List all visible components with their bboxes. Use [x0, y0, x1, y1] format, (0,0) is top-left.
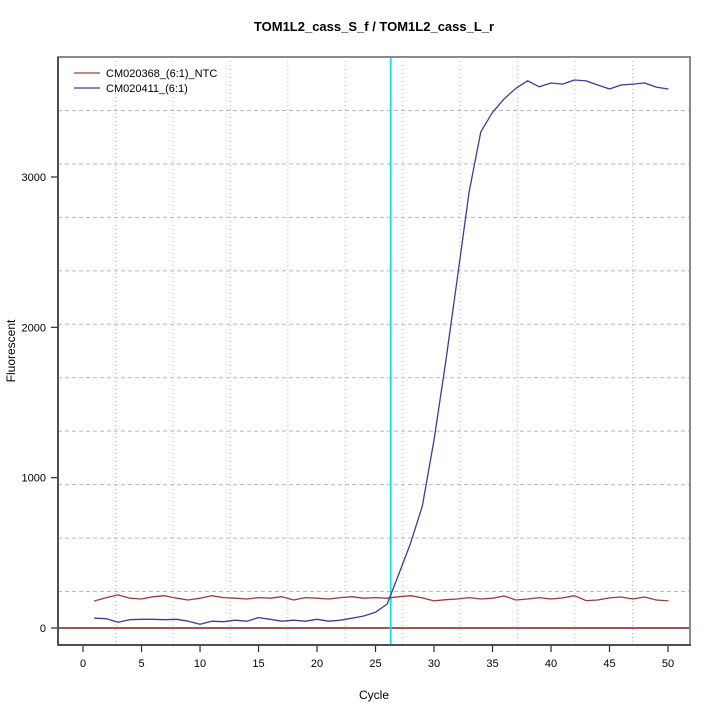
- y-tick-label: 2000: [22, 322, 46, 334]
- x-tick-label: 15: [252, 658, 264, 670]
- series-curve-0: [94, 594, 669, 602]
- x-tick-label: 40: [545, 658, 557, 670]
- x-tick-label: 50: [662, 658, 674, 670]
- legend-label-sample: CM020411_(6:1): [106, 83, 188, 95]
- legend: CM020368_(6:1)_NTC CM020411_(6:1): [74, 68, 217, 95]
- x-axis-label: Cycle: [359, 688, 389, 702]
- plot-frame: [57, 56, 691, 646]
- data-series: [94, 79, 669, 625]
- gridlines: [58, 57, 690, 645]
- y-axis-label: Fluorescent: [4, 319, 18, 382]
- y-tick-label: 0: [40, 623, 46, 635]
- series-curve-1: [94, 79, 669, 625]
- legend-label-ntc: CM020368_(6:1)_NTC: [106, 68, 217, 80]
- axis-ticks: 0 5 10 15 20 25 30 35 40 45 50 0 1000 2000 3000: [22, 172, 675, 670]
- x-tick-label: 0: [80, 658, 86, 670]
- x-tick-label: 35: [486, 658, 498, 670]
- x-tick-label: 20: [311, 658, 323, 670]
- y-tick-label: 1000: [22, 473, 46, 485]
- x-tick-label: 30: [428, 658, 440, 670]
- x-tick-label: 45: [603, 658, 615, 670]
- annotations: [58, 57, 690, 645]
- chart-title: TOM1L2_cass_S_f / TOM1L2_cass_L_r: [254, 19, 494, 34]
- x-tick-label: 5: [138, 658, 144, 670]
- plot-border: [57, 56, 691, 646]
- x-tick-label: 10: [194, 658, 206, 670]
- x-tick-label: 25: [369, 658, 381, 670]
- y-tick-label: 3000: [22, 172, 46, 184]
